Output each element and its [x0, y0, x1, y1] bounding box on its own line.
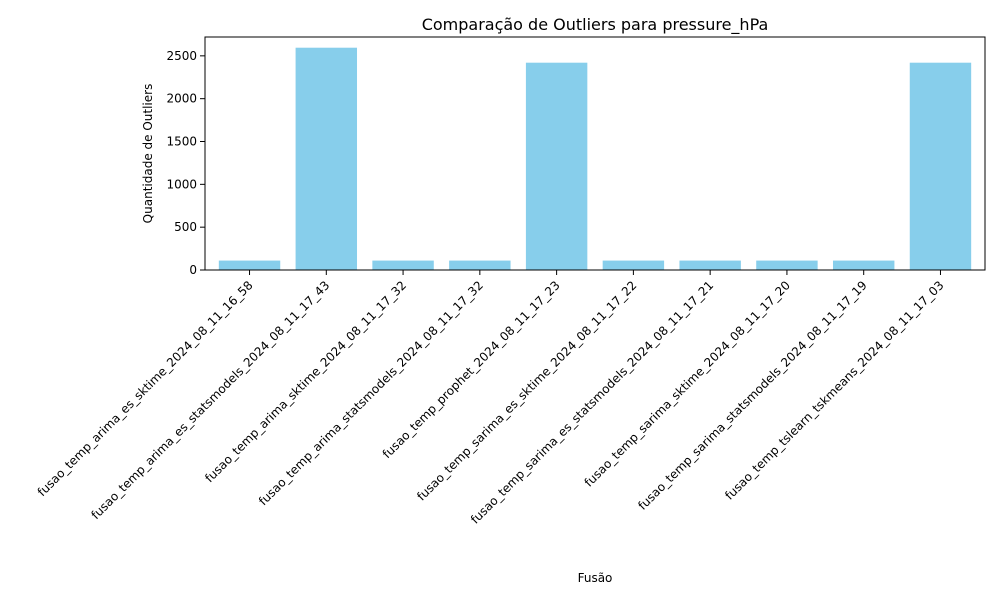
bars-group	[218, 47, 972, 271]
y-tick-label: 0	[189, 263, 197, 277]
plot-frame	[204, 36, 986, 271]
bar	[756, 260, 818, 270]
x-axis: fusao_temp_arima_es_sktime_2024_08_11_16…	[35, 270, 947, 527]
bar	[909, 62, 972, 271]
y-tick-label: 2000	[166, 92, 197, 106]
x-axis-label: Fusão	[578, 571, 613, 585]
x-tick-label: fusao_temp_prophet_2024_08_11_17_23	[380, 278, 563, 461]
y-axis: 0 500 1000 1500 2000 2500	[166, 49, 205, 277]
y-tick-label: 500	[174, 220, 197, 234]
y-tick-label: 2500	[166, 49, 197, 63]
bar	[372, 260, 434, 270]
bar	[679, 260, 741, 270]
y-tick-label: 1000	[166, 177, 197, 191]
y-tick-label: 1500	[166, 135, 197, 149]
bar	[449, 260, 511, 270]
bar	[525, 62, 588, 271]
bar	[832, 260, 895, 270]
chart-title: Comparação de Outliers para pressure_hPa	[422, 15, 769, 35]
bar	[295, 47, 358, 271]
bar	[602, 260, 665, 270]
bar	[218, 260, 281, 270]
y-axis-label: Quantidade de Outliers	[141, 84, 155, 224]
